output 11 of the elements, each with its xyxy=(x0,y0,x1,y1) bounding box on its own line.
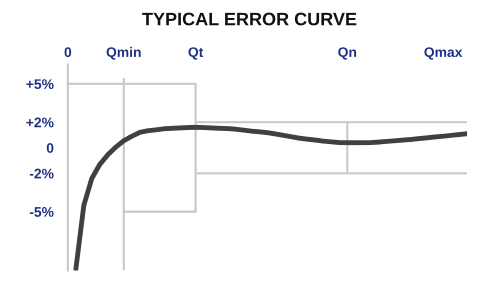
chart-title: TYPICAL ERROR CURVE xyxy=(142,12,356,26)
y-tick-label: +2% xyxy=(26,118,54,128)
x-tick-label: 0 xyxy=(64,47,72,58)
x-tick-label: Qt xyxy=(188,47,204,60)
y-tick-label: -2% xyxy=(30,168,54,178)
x-tick-label: Qmax xyxy=(424,47,462,60)
x-tick-label: Qn xyxy=(338,47,356,60)
y-tick-label: 0 xyxy=(46,143,54,153)
y-tick-label: -5% xyxy=(30,207,54,217)
y-tick-label: +5% xyxy=(26,79,54,90)
x-tick-label: Qmin xyxy=(106,46,141,60)
